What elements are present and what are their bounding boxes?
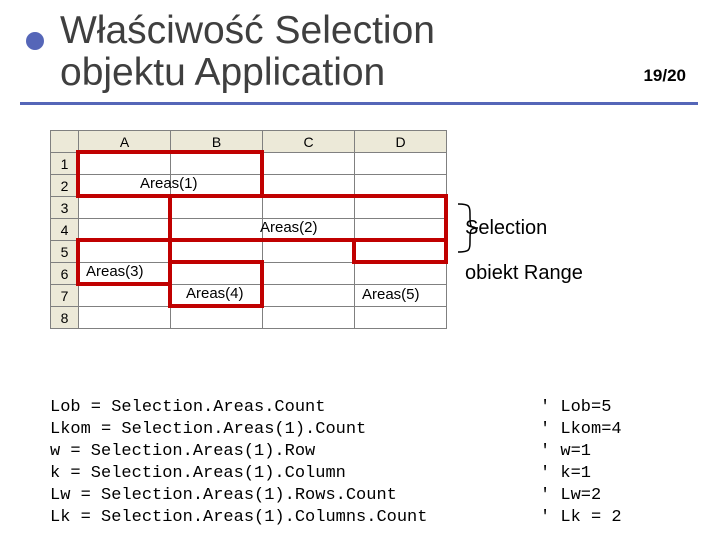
area-label-4: Areas(4) <box>186 285 244 302</box>
area-label-1: Areas(1) <box>140 175 198 192</box>
col-header: B <box>171 131 263 153</box>
title-underline <box>20 102 698 105</box>
area-label-5: Areas(5) <box>362 286 420 303</box>
row-header: 4 <box>51 219 79 241</box>
row-header: 1 <box>51 153 79 175</box>
comment-line: ' Lw=2 <box>540 486 601 505</box>
row-header: 6 <box>51 263 79 285</box>
page-number: 19/20 <box>643 66 686 86</box>
row-header: 7 <box>51 285 79 307</box>
col-header: C <box>263 131 355 153</box>
comment-block: ' Lob=5 ' Lkom=4 ' w=1 ' k=1 ' Lw=2 ' Lk… <box>540 397 622 530</box>
code-line: w = Selection.Areas(1).Row <box>50 442 315 461</box>
comment-line: ' Lkom=4 <box>540 420 622 439</box>
comment-line: ' Lk = 2 <box>540 508 622 527</box>
area-label-2: Areas(2) <box>260 219 318 236</box>
comment-line: ' Lob=5 <box>540 398 611 417</box>
code-line: Lob = Selection.Areas.Count <box>50 398 325 417</box>
selection-label: Selection <box>465 217 547 240</box>
obiekt-range-label: obiekt Range <box>465 262 583 285</box>
code-block: Lob = Selection.Areas.Count Lkom = Selec… <box>50 397 427 530</box>
col-header: A <box>79 131 171 153</box>
row-header: 2 <box>51 175 79 197</box>
row-header: 3 <box>51 197 79 219</box>
comment-line: ' k=1 <box>540 464 591 483</box>
code-line: Lw = Selection.Areas(1).Rows.Count <box>50 486 397 505</box>
row-header: 5 <box>51 241 79 263</box>
area-label-3: Areas(3) <box>86 263 144 280</box>
col-header: D <box>355 131 447 153</box>
accent-dot <box>26 32 44 50</box>
page-title: Właściwość Selectionobjektu Application <box>60 10 435 94</box>
row-header: 8 <box>51 307 79 329</box>
code-line: k = Selection.Areas(1).Column <box>50 464 346 483</box>
corner-cell <box>51 131 79 153</box>
code-line: Lkom = Selection.Areas(1).Count <box>50 420 366 439</box>
title-text: Właściwość Selectionobjektu Application <box>60 9 435 94</box>
code-line: Lk = Selection.Areas(1).Columns.Count <box>50 508 427 527</box>
comment-line: ' w=1 <box>540 442 591 461</box>
